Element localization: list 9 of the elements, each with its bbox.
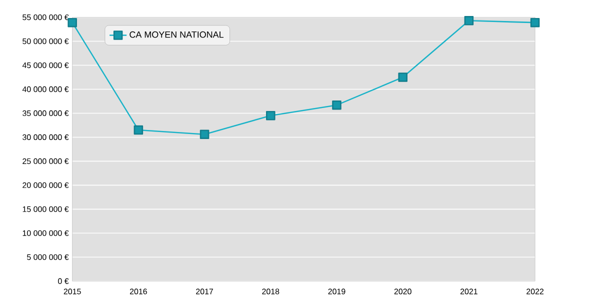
point (398, 72, 408, 82)
point (332, 100, 342, 110)
point (266, 110, 276, 120)
point (200, 130, 210, 139)
point (134, 125, 144, 135)
point (530, 18, 540, 28)
legend-label: CA MOYEN NATIONAL (130, 31, 224, 38)
point (464, 16, 474, 26)
point (68, 18, 77, 28)
